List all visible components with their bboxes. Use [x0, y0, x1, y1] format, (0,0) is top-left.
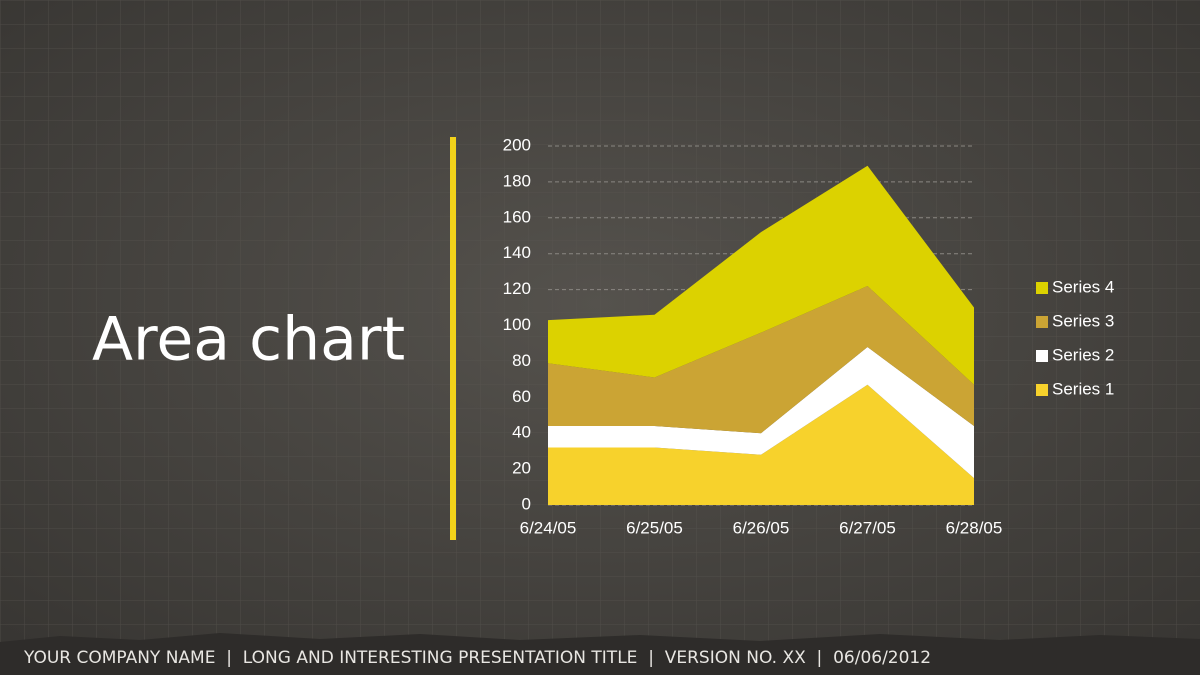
legend-swatch	[1036, 282, 1048, 294]
y-tick-label: 60	[512, 387, 531, 406]
legend-swatch	[1036, 316, 1048, 328]
y-tick-label: 140	[503, 243, 531, 262]
chart: 0 20 40 60 80 100 120 140 160 180 200 6/24/05 6/25/0…	[503, 135, 1115, 537]
legend-label: Series 4	[1052, 277, 1114, 296]
y-tick-label: 160	[503, 207, 531, 226]
y-tick-label: 20	[512, 459, 531, 478]
x-tick-label: 6/25/05	[626, 518, 683, 537]
area	[548, 286, 974, 434]
x-tick-label: 6/28/05	[946, 518, 1003, 537]
y-tick-label: 120	[503, 279, 531, 298]
legend-label: Series 3	[1052, 311, 1114, 330]
area	[548, 165, 974, 385]
y-tick-label: 100	[503, 315, 531, 334]
y-tick-label: 180	[503, 171, 531, 190]
slide-title: Area chart	[92, 305, 405, 375]
footer-band	[0, 633, 1200, 675]
legend-label: Series 2	[1052, 345, 1114, 364]
x-tick-label: 6/27/05	[839, 518, 896, 537]
x-tick-label: 6/24/05	[520, 518, 577, 537]
area	[548, 384, 974, 505]
x-tick-label: 6/26/05	[733, 518, 790, 537]
y-tick-label: 200	[503, 135, 531, 154]
legend-swatch	[1036, 384, 1048, 396]
footer-text: YOUR COMPANY NAME | LONG AND INTERESTING…	[23, 648, 931, 668]
legend-label: Series 1	[1052, 379, 1114, 398]
y-tick-label: 0	[522, 494, 531, 513]
legend-swatch	[1036, 350, 1048, 362]
divider-line	[450, 137, 456, 540]
y-tick-label: 80	[512, 351, 531, 370]
y-tick-label: 40	[512, 423, 531, 442]
area	[548, 347, 974, 479]
